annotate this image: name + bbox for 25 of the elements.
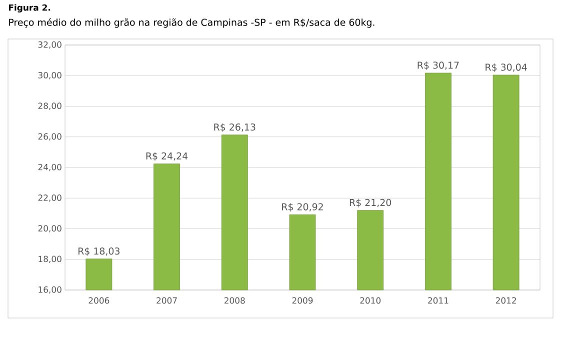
chart-title: Figura 2. [8,4,50,12]
chart-subtitle: Preço médio do milho grão na região de Campinas -SP - em R$/saca de 60kg. [9,18,374,28]
data-label: R$ 21,20 [350,198,392,208]
y-tick-label: 28,00 [38,102,62,110]
x-tick-label: 2006 [88,297,110,304]
y-tick-label: 20,00 [38,225,62,232]
data-label: R$ 30,04 [486,63,527,72]
y-tick-label: 32,00 [38,41,62,49]
data-label: R$ 24,24 [146,152,188,161]
x-tick-label: 2007 [156,297,177,304]
x-tick-label: 2008 [224,297,245,304]
x-tick-label: 2011 [428,297,448,304]
y-tick-label: 24,00 [38,164,62,172]
y-tick-label: 30,00 [38,72,62,80]
data-label: R$ 30,17 [418,61,459,70]
data-label: R$ 18,03 [78,247,120,256]
x-tick-label: 2012 [496,297,516,304]
data-label: R$ 20,92 [282,203,323,212]
x-tick-label: 2009 [292,297,313,304]
y-tick-label: 26,00 [38,133,62,141]
y-tick-label: 16,00 [38,286,62,294]
data-label: R$ 26,13 [214,123,256,132]
y-tick-label: 18,00 [38,256,62,264]
y-tick-label: 22,00 [38,194,62,202]
x-tick-label: 2010 [360,297,381,304]
